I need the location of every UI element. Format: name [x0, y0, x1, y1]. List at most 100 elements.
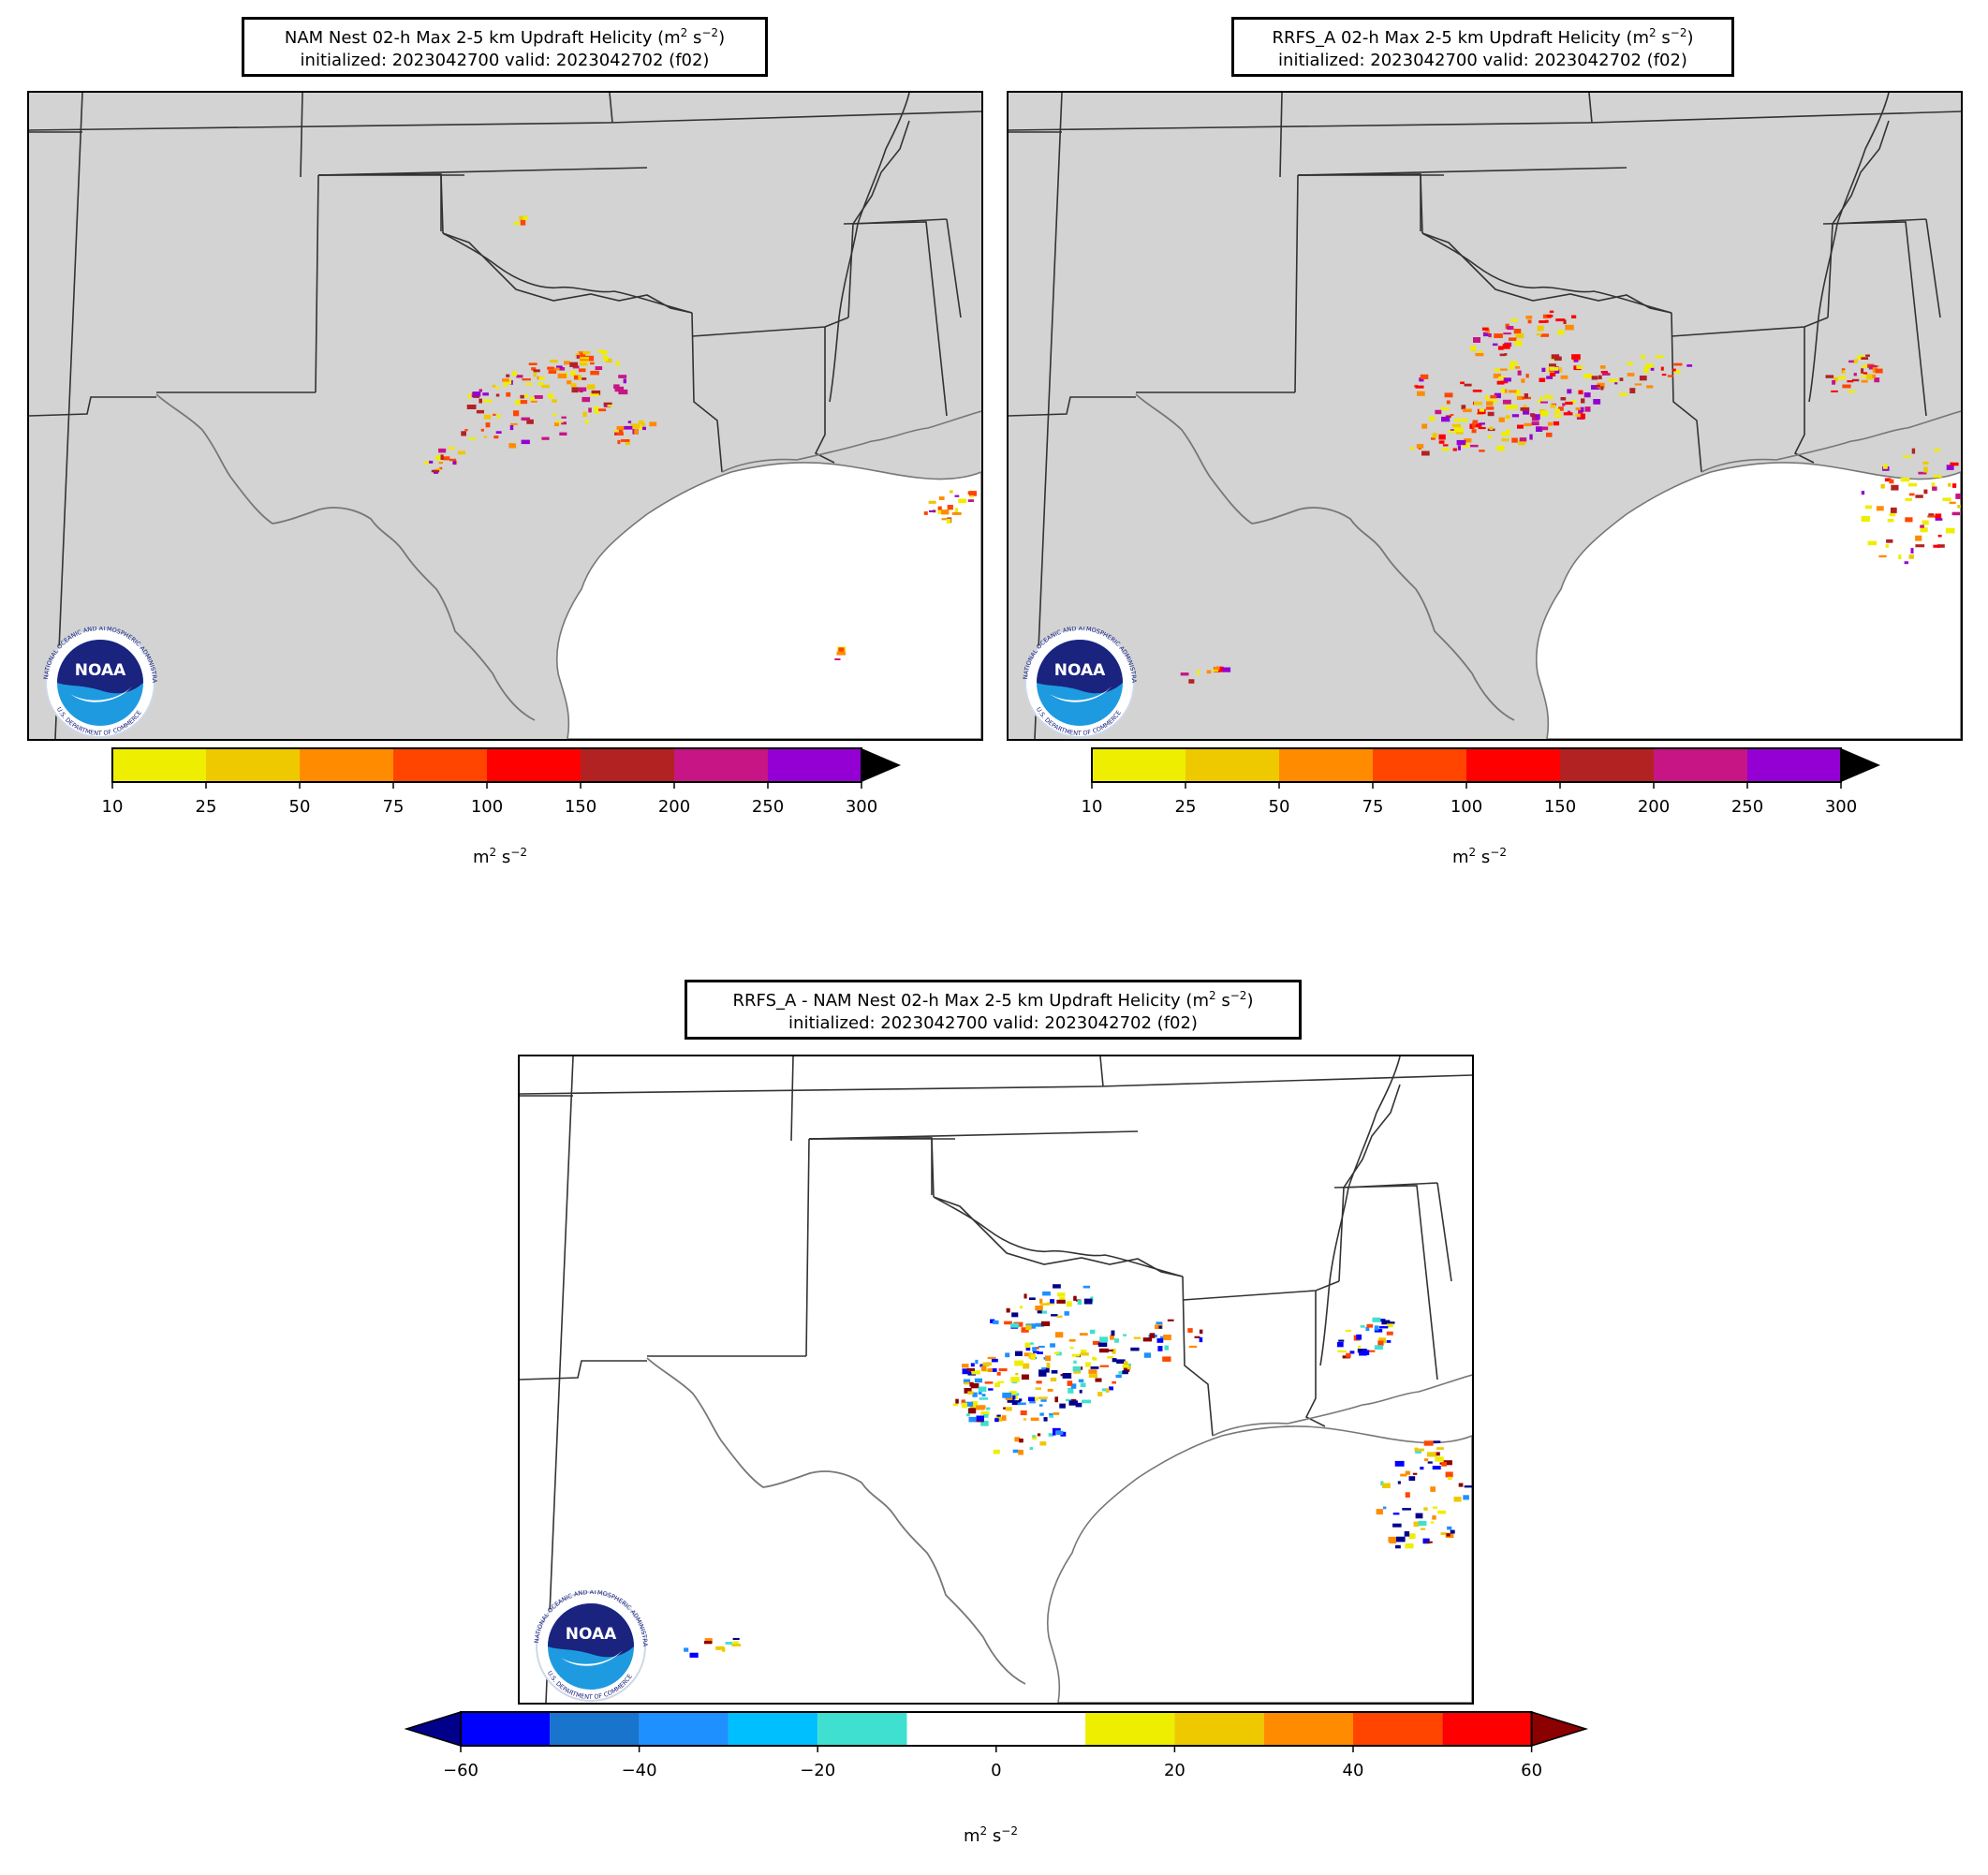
helicity-cell — [1490, 394, 1497, 399]
helicity-cell — [1006, 1307, 1010, 1313]
colorbar-tick-label: 200 — [1638, 797, 1670, 817]
helicity-cell — [1546, 432, 1553, 437]
state-border — [29, 122, 611, 131]
helicity-cell — [1498, 376, 1508, 380]
helicity-cell — [1567, 410, 1571, 414]
colorbar-segment — [1353, 1712, 1443, 1746]
helicity-cell — [950, 490, 953, 494]
helicity-cell — [627, 421, 632, 423]
helicity-cell — [983, 1414, 989, 1418]
helicity-cell — [1078, 1379, 1084, 1382]
helicity-cell — [998, 1368, 1008, 1372]
helicity-cell — [1521, 378, 1525, 383]
helicity-cell — [1560, 397, 1567, 401]
helicity-cell — [1671, 368, 1676, 372]
colorbar-segment — [1279, 748, 1373, 782]
helicity-cell — [1902, 455, 1912, 458]
helicity-cell — [1478, 426, 1486, 430]
helicity-cell — [1395, 1544, 1401, 1549]
helicity-cell — [929, 509, 935, 512]
helicity-cell — [1618, 392, 1628, 396]
helicity-cell — [1541, 426, 1549, 431]
helicity-cell — [1549, 310, 1554, 313]
helicity-cell — [621, 439, 630, 442]
helicity-cell — [1014, 1437, 1021, 1442]
helicity-cell — [1927, 515, 1936, 518]
helicity-cell — [993, 1449, 1000, 1454]
helicity-cell — [1536, 333, 1542, 336]
helicity-cell — [955, 1398, 959, 1404]
helicity-cell — [1876, 365, 1879, 368]
helicity-cell — [971, 1370, 980, 1375]
logo-wordmark: NOAA — [1054, 661, 1106, 680]
helicity-cell — [1039, 1303, 1050, 1306]
state-border — [520, 1085, 1101, 1095]
helicity-cell — [1458, 1483, 1464, 1487]
logo-top — [1037, 640, 1123, 694]
helicity-cell — [1537, 400, 1543, 403]
helicity-cell — [1517, 370, 1522, 376]
helicity-cell — [1378, 1337, 1387, 1344]
helicity-cell — [588, 407, 592, 413]
helicity-cell — [525, 382, 533, 386]
colorbar-tick-label: 25 — [196, 797, 217, 817]
helicity-cell — [1082, 1399, 1091, 1404]
helicity-cell — [1418, 1520, 1427, 1527]
helicity-cell — [1382, 1506, 1387, 1510]
helicity-cell — [1337, 1350, 1347, 1353]
helicity-cell — [618, 428, 624, 434]
state-border — [1671, 312, 1702, 473]
helicity-cell — [1394, 1460, 1405, 1467]
helicity-cell — [1609, 378, 1618, 383]
helicity-cell — [1445, 1471, 1453, 1478]
helicity-cell — [435, 467, 441, 471]
helicity-cell — [575, 353, 584, 360]
helicity-cell — [480, 428, 484, 432]
helicity-cell — [538, 376, 545, 380]
helicity-cell — [468, 436, 477, 440]
helicity-cell — [1537, 325, 1544, 332]
helicity-cell — [1044, 1367, 1050, 1373]
helicity-cell — [509, 425, 514, 431]
helicity-cell — [1488, 332, 1492, 338]
helicity-cell — [1007, 1398, 1014, 1403]
helicity-cell — [449, 458, 457, 462]
helicity-cell — [577, 375, 582, 380]
state-border — [843, 221, 948, 417]
helicity-cell — [1470, 346, 1477, 351]
helicity-cell — [1064, 1311, 1069, 1316]
helicity-cell — [1596, 384, 1600, 388]
nam-panel-title: NAM Nest 02-h Max 2-5 km Updraft Helicit… — [242, 17, 768, 77]
texas-rio-grande-border — [155, 393, 536, 721]
helicity-cell — [1455, 430, 1464, 435]
helicity-cell — [1056, 1299, 1066, 1304]
helicity-cell — [1864, 505, 1872, 509]
helicity-cell — [966, 1413, 970, 1417]
helicity-cell — [1435, 1456, 1444, 1462]
helicity-cell — [576, 355, 580, 359]
helicity-cell — [1505, 405, 1514, 409]
helicity-cell — [431, 469, 440, 473]
helicity-cell — [976, 1415, 984, 1422]
state-border — [1304, 1291, 1326, 1427]
helicity-cell — [1472, 420, 1479, 423]
helicity-cell — [541, 384, 550, 389]
mississippi-border — [829, 93, 910, 403]
helicity-cell — [1036, 1347, 1039, 1350]
helicity-cell — [1476, 423, 1482, 427]
helicity-cell — [1430, 1486, 1436, 1492]
helicity-cell — [954, 508, 958, 513]
helicity-cell — [1567, 389, 1572, 394]
helicity-cell — [1452, 448, 1457, 451]
helicity-cell — [1042, 1291, 1051, 1296]
helicity-cell — [1023, 1418, 1026, 1421]
helicity-cell — [1095, 1378, 1102, 1382]
helicity-cell — [1475, 352, 1484, 357]
helicity-cell — [732, 1637, 740, 1640]
helicity-cell — [1404, 1531, 1410, 1537]
helicity-cell — [1915, 495, 1923, 498]
helicity-cell — [1097, 1392, 1103, 1396]
helicity-cell — [590, 393, 599, 397]
state-border — [805, 1138, 810, 1357]
helicity-cell — [1937, 535, 1942, 538]
